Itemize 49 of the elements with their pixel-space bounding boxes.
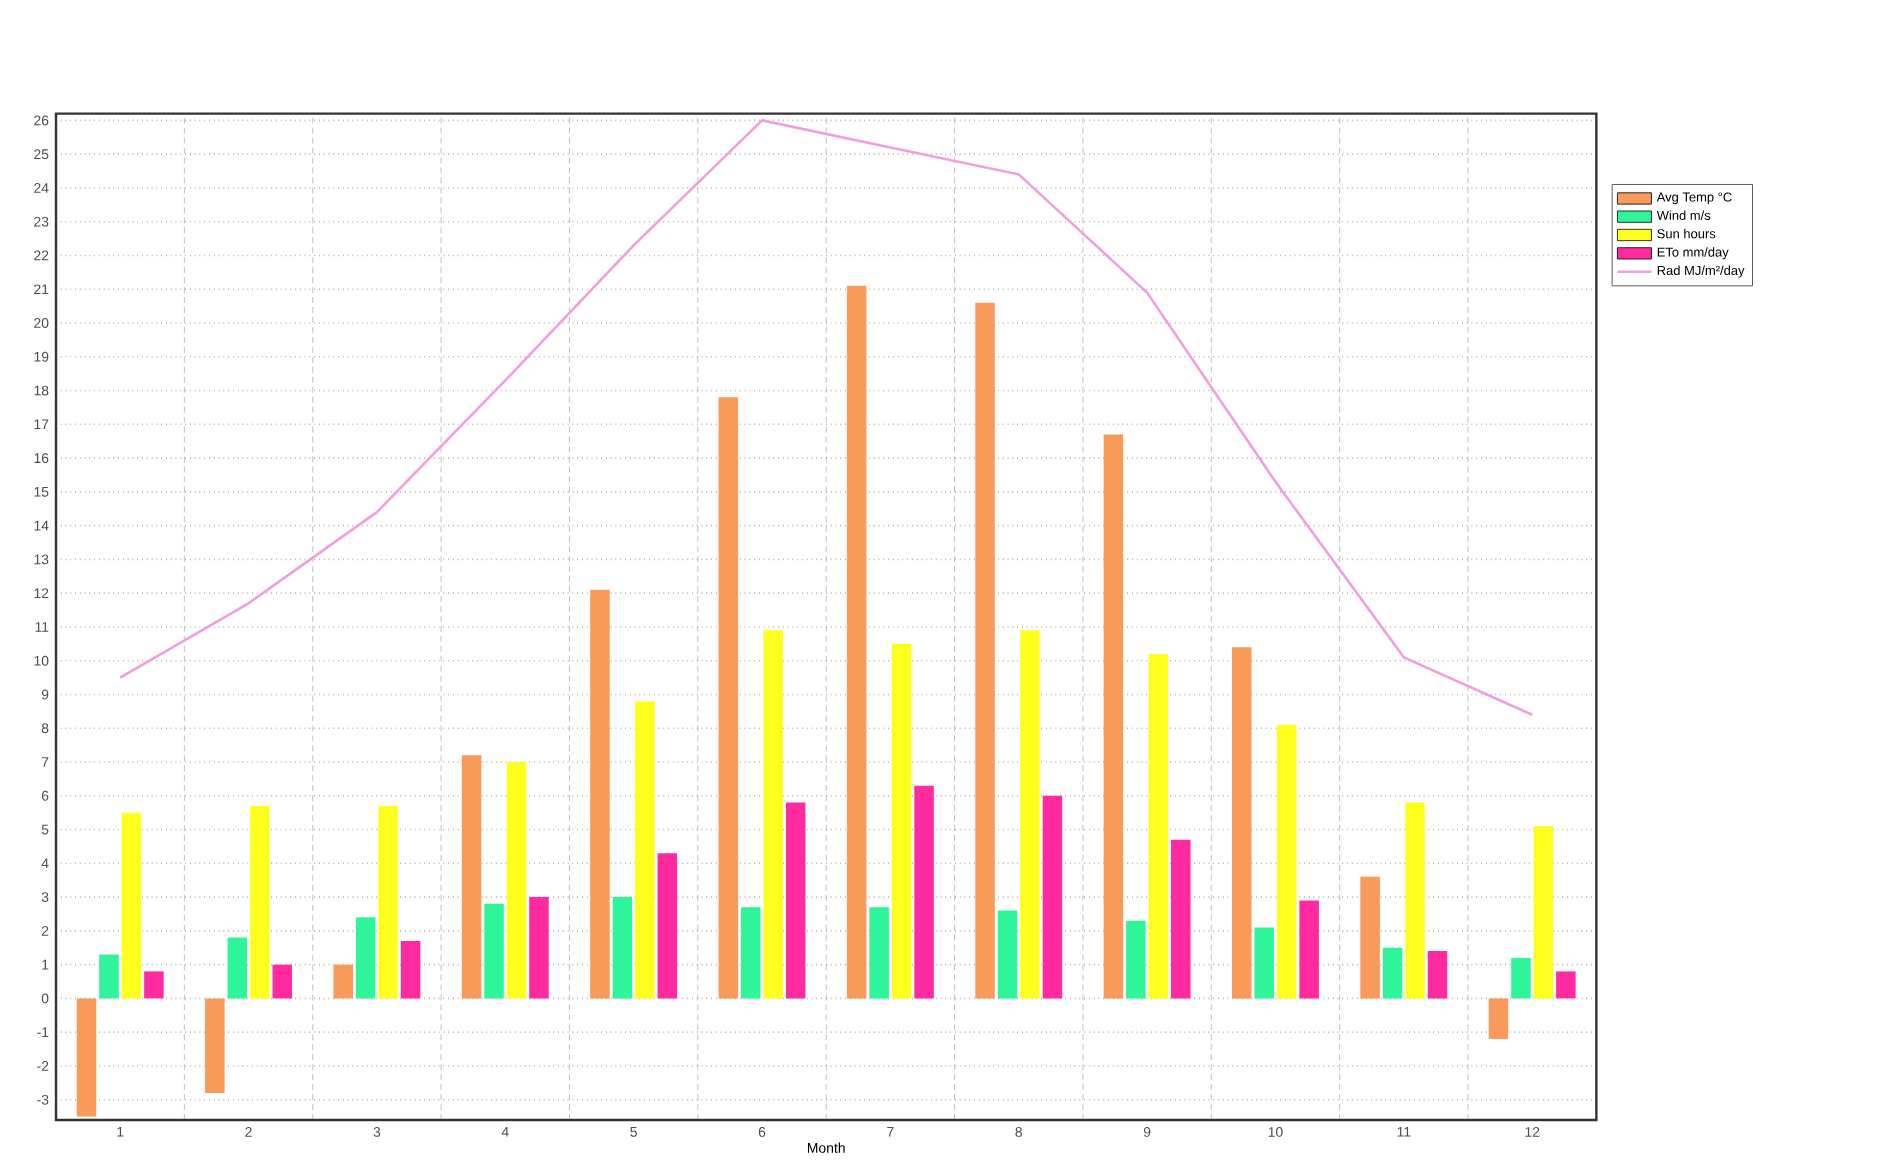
bar [1533, 826, 1554, 999]
bar [997, 910, 1018, 999]
bar [741, 907, 761, 999]
bar [144, 971, 164, 999]
bar [869, 907, 889, 999]
bar [1042, 795, 1063, 999]
bar [461, 755, 482, 999]
bar [1405, 802, 1425, 999]
bar [763, 630, 783, 999]
bar [1299, 900, 1319, 999]
bar [355, 917, 376, 999]
bar [250, 805, 270, 999]
bar [1103, 434, 1124, 999]
bar [846, 285, 867, 999]
bar [657, 853, 678, 999]
bar [891, 643, 912, 999]
bar [1360, 876, 1380, 999]
bar [1148, 653, 1169, 999]
bar [1232, 647, 1252, 999]
bar [333, 964, 353, 999]
bar [378, 805, 398, 999]
bar [914, 785, 934, 999]
bar [975, 302, 995, 999]
bar [400, 940, 421, 999]
bar [1020, 630, 1040, 999]
bar [506, 762, 527, 999]
bar [590, 589, 610, 999]
bar [1511, 957, 1531, 999]
bar [1171, 839, 1191, 999]
bar [1556, 971, 1576, 999]
bar [529, 897, 549, 999]
bar [1382, 947, 1403, 999]
bar [272, 964, 292, 999]
bar [1254, 927, 1274, 999]
bar [612, 897, 633, 999]
bar [718, 397, 739, 999]
bar [76, 998, 97, 1117]
bar [227, 937, 248, 999]
bar [1427, 951, 1448, 999]
bar [484, 903, 504, 999]
bar [205, 998, 225, 1093]
bar [121, 812, 142, 999]
line-series [118, 119, 1534, 717]
bar [635, 701, 655, 999]
bar [99, 954, 119, 999]
bar [1126, 920, 1146, 999]
bar [1276, 724, 1297, 999]
bar [785, 802, 806, 999]
bar [1488, 998, 1509, 1039]
